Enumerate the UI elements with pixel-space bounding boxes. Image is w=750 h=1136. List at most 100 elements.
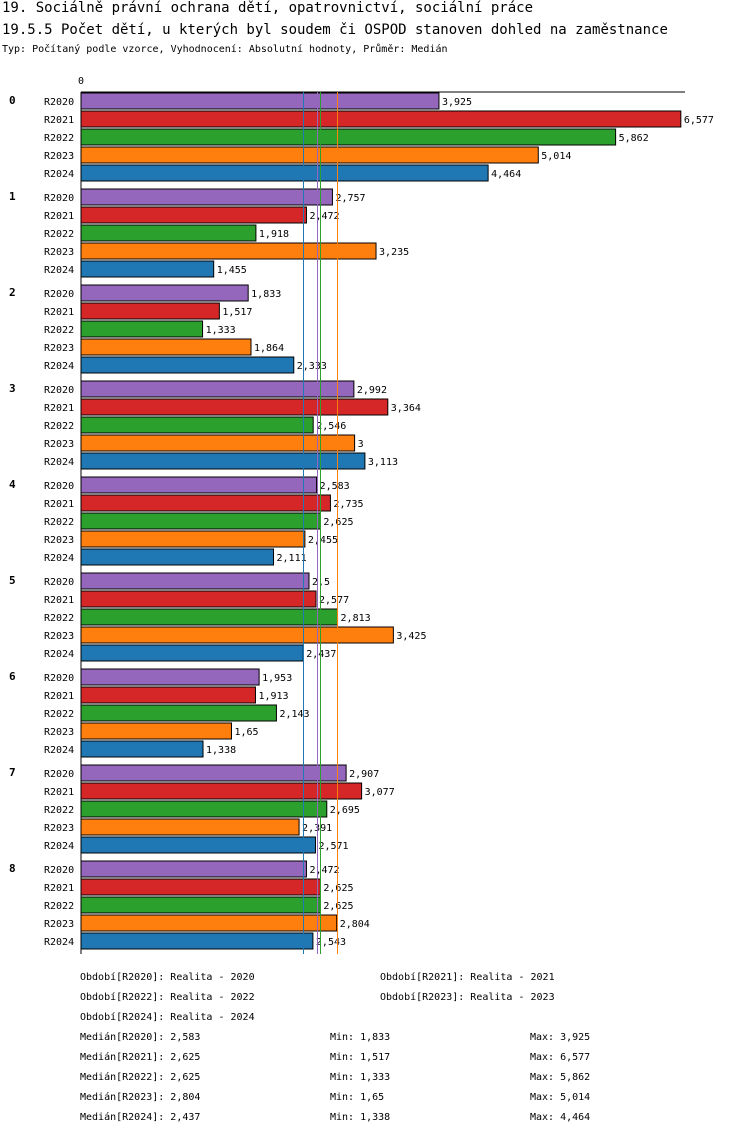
- value-label-6-r2023: 1,65: [234, 727, 258, 738]
- value-label-8-r2024: 2,543: [316, 937, 346, 948]
- series-label-r2022: R2022: [44, 709, 74, 720]
- bar-3-r2021: [80, 398, 389, 416]
- series-label-r2021: R2021: [44, 211, 74, 222]
- series-label-r2023: R2023: [44, 343, 74, 354]
- axis-zero-label: 0: [78, 76, 84, 87]
- bar-1-r2024: [80, 260, 215, 278]
- stat-max-r2023: Max: 5,014: [530, 1092, 591, 1103]
- value-label-5-r2022: 2,813: [341, 613, 371, 624]
- bar-5-r2021: [80, 590, 317, 608]
- series-label-r2024: R2024: [44, 361, 74, 372]
- bar-4-r2024: [80, 548, 275, 566]
- series-label-r2023: R2023: [44, 631, 74, 642]
- value-label-5-r2023: 3,425: [396, 631, 426, 642]
- series-label-r2023: R2023: [44, 535, 74, 546]
- series-label-r2021: R2021: [44, 787, 74, 798]
- value-label-1-r2024: 1,455: [217, 265, 247, 276]
- stat-median-r2020: Medián[R2020]: 2,583: [80, 1032, 201, 1043]
- bar-6-r2021: [80, 686, 256, 704]
- value-label-0-r2022: 5,862: [619, 133, 649, 144]
- value-label-2-r2023: 1,864: [254, 343, 284, 354]
- series-label-r2023: R2023: [44, 919, 74, 930]
- bar-6-r2020: [80, 668, 260, 686]
- value-label-4-r2024: 2,111: [277, 553, 307, 564]
- group-label-4: 4: [9, 478, 16, 491]
- group-label-3: 3: [9, 382, 16, 395]
- value-label-6-r2024: 1,338: [206, 745, 236, 756]
- bar-1-r2023: [80, 242, 377, 260]
- chart-type-description: Typ: Počítaný podle vzorce, Vyhodnocení:…: [2, 44, 448, 55]
- stat-median-r2022: Medián[R2022]: 2,625: [80, 1072, 201, 1083]
- value-label-7-r2021: 3,077: [365, 787, 395, 798]
- series-label-r2021: R2021: [44, 403, 74, 414]
- legend-period-r2024: Období[R2024]: Realita - 2024: [80, 1012, 255, 1023]
- stat-min-r2023: Min: 1,65: [330, 1092, 385, 1103]
- value-label-8-r2021: 2,625: [323, 883, 353, 894]
- value-label-2-r2020: 1,833: [251, 289, 281, 300]
- chart-subtitle-indicator: 19.5.5 Počet dětí, u kterých byl soudem …: [2, 22, 668, 38]
- bar-chart: 0 0 R2020 3,925 R2021 6,577 R2022 5,862 R2023 5,0…: [9, 76, 714, 954]
- bar-5-r2022: [80, 608, 339, 626]
- value-label-8-r2020: 2,472: [309, 865, 339, 876]
- bar-0-r2024: [80, 164, 489, 182]
- series-label-r2021: R2021: [44, 691, 74, 702]
- bar-7-r2020: [80, 764, 347, 782]
- bar-8-r2024: [80, 932, 314, 950]
- series-label-r2024: R2024: [44, 169, 74, 180]
- series-label-r2024: R2024: [44, 457, 74, 468]
- stat-min-r2020: Min: 1,833: [330, 1032, 391, 1043]
- legend-period-r2021: Období[R2021]: Realita - 2021: [380, 972, 555, 983]
- series-label-r2022: R2022: [44, 325, 74, 336]
- series-label-r2020: R2020: [44, 769, 74, 780]
- bar-0-r2023: [80, 146, 539, 164]
- bar-4-r2023: [80, 530, 306, 548]
- bar-7-r2023: [80, 818, 300, 836]
- value-label-4-r2022: 2,625: [323, 517, 353, 528]
- bar-8-r2020: [80, 860, 307, 878]
- legend-period-r2022: Období[R2022]: Realita - 2022: [80, 992, 255, 1003]
- group-label-2: 2: [9, 286, 16, 299]
- chart-title: 19. Sociálně právní ochrana dětí, opatro…: [2, 0, 534, 16]
- value-label-3-r2022: 2,546: [316, 421, 346, 432]
- value-label-2-r2022: 1,333: [206, 325, 236, 336]
- bar-2-r2020: [80, 284, 249, 302]
- stat-median-r2024: Medián[R2024]: 2,437: [80, 1112, 201, 1123]
- group-label-0: 0: [9, 94, 16, 107]
- series-label-r2022: R2022: [44, 421, 74, 432]
- series-label-r2023: R2023: [44, 823, 74, 834]
- series-label-r2024: R2024: [44, 745, 74, 756]
- bar-6-r2024: [80, 740, 204, 758]
- stat-median-r2021: Medián[R2021]: 2,625: [80, 1052, 201, 1063]
- series-label-r2023: R2023: [44, 151, 74, 162]
- series-label-r2024: R2024: [44, 841, 74, 852]
- stat-max-r2020: Max: 3,925: [530, 1032, 591, 1043]
- value-label-7-r2024: 2,571: [318, 841, 348, 852]
- value-label-6-r2022: 2,143: [279, 709, 309, 720]
- series-label-r2020: R2020: [44, 385, 74, 396]
- bar-7-r2022: [80, 800, 328, 818]
- bar-1-r2020: [80, 188, 333, 206]
- series-label-r2020: R2020: [44, 673, 74, 684]
- series-label-r2021: R2021: [44, 307, 74, 318]
- value-label-7-r2020: 2,907: [349, 769, 379, 780]
- series-label-r2021: R2021: [44, 115, 74, 126]
- series-label-r2024: R2024: [44, 265, 74, 276]
- bar-5-r2020: [80, 572, 310, 590]
- series-label-r2021: R2021: [44, 499, 74, 510]
- legend-period-r2023: Období[R2023]: Realita - 2023: [380, 992, 555, 1003]
- series-label-r2020: R2020: [44, 97, 74, 108]
- stat-median-r2023: Medián[R2023]: 2,804: [80, 1092, 201, 1103]
- bar-5-r2024: [80, 644, 304, 662]
- group-label-7: 7: [9, 766, 16, 779]
- bar-4-r2022: [80, 512, 321, 530]
- series-label-r2020: R2020: [44, 481, 74, 492]
- stat-max-r2024: Max: 4,464: [530, 1112, 591, 1123]
- bar-4-r2021: [80, 494, 331, 512]
- series-label-r2020: R2020: [44, 193, 74, 204]
- value-label-1-r2020: 2,757: [335, 193, 365, 204]
- series-label-r2023: R2023: [44, 727, 74, 738]
- bar-3-r2022: [80, 416, 314, 434]
- series-label-r2022: R2022: [44, 613, 74, 624]
- value-label-0-r2020: 3,925: [442, 97, 472, 108]
- bar-7-r2021: [80, 782, 363, 800]
